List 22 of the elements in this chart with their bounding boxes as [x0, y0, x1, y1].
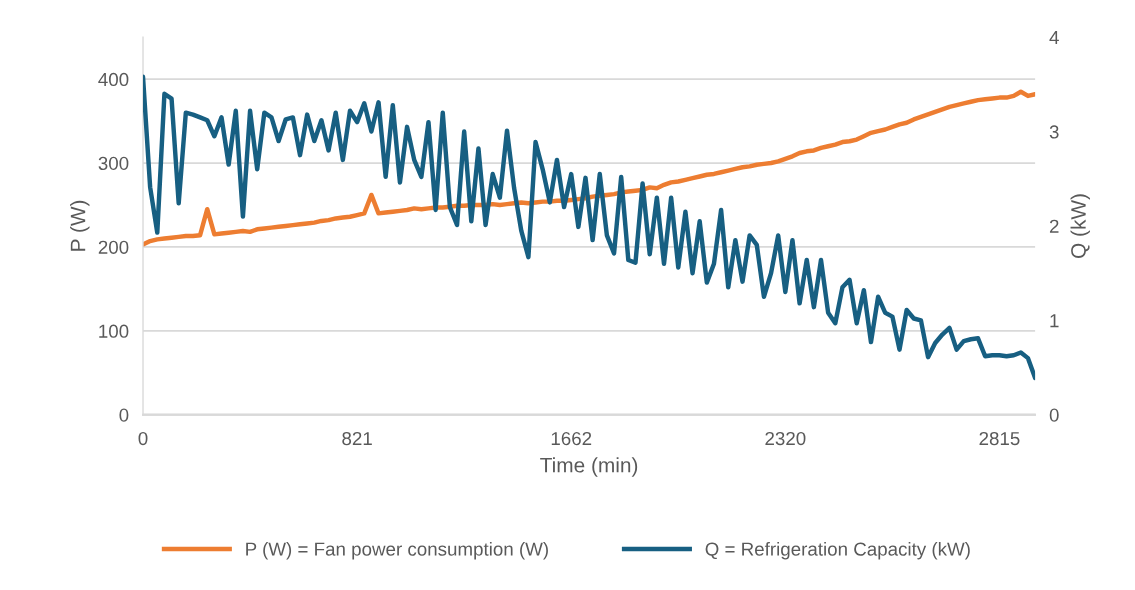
y2-axis-title: Q (kW)	[1070, 194, 1090, 258]
legend-label: P (W) = Fan power consumption (W)	[246, 541, 548, 560]
x-axis-title: Time (min)	[540, 457, 638, 477]
y-tick-label: 300	[98, 156, 129, 171]
x-tick-label: 0	[138, 431, 148, 446]
y-tick-label: 200	[98, 240, 129, 254]
y2-tick-label: 0	[1049, 408, 1059, 422]
y-tick-label: 0	[119, 408, 129, 422]
y2-tick-label: 1	[1050, 314, 1059, 328]
x-tick-label: 821	[342, 431, 372, 446]
y-tick-label: 100	[99, 324, 129, 338]
y-axis-title: P (W)	[70, 200, 90, 251]
line-series	[143, 89, 1036, 247]
x-tick-label: 2320	[765, 431, 806, 446]
y-tick-label: 400	[98, 72, 129, 87]
y2-tick-label: 2	[1049, 219, 1059, 233]
y2-tick-label: 3	[1049, 125, 1059, 139]
y2-tick-label: 4	[1049, 31, 1059, 44]
line-series	[143, 74, 1036, 381]
x-tick-label: 2815	[979, 431, 1020, 446]
legend-label: Q = Refrigeration Capacity (kW)	[705, 541, 970, 560]
x-tick-label: 1662	[551, 431, 592, 446]
